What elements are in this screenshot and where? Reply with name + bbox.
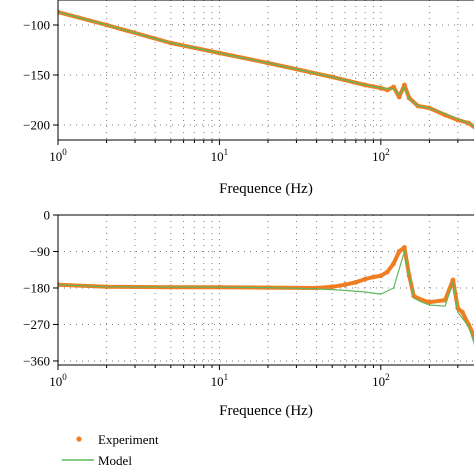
x-tick-label: 100 <box>49 372 67 389</box>
x-tick-label: 102 <box>372 147 390 164</box>
magnitude-series <box>58 9 474 130</box>
experiment-point <box>391 261 396 266</box>
magnitude-grid <box>58 0 474 140</box>
experiment-point <box>460 309 465 315</box>
legend-experiment-label: Experiment <box>98 432 159 447</box>
experiment-point <box>378 273 384 279</box>
x-tick-label: 100 <box>49 147 67 164</box>
experiment-point <box>396 94 402 100</box>
magnitude-y-ticks: −100 −150 −200 <box>23 18 58 133</box>
experiment-point <box>362 276 368 282</box>
legend: Experiment Model <box>62 432 159 468</box>
x-tick-label: 101 <box>211 147 229 164</box>
magnitude-panel: −100 −150 −200 100 101 102 Frequence (Hz) <box>23 0 474 197</box>
y-tick-label: −180 <box>23 280 50 295</box>
magnitude-x-ticks: 100 101 102 <box>49 140 459 164</box>
model-series <box>58 11 474 128</box>
experiment-point <box>396 249 402 254</box>
y-tick-label: −200 <box>23 118 50 133</box>
y-tick-label: −270 <box>23 317 50 332</box>
experiment-point <box>402 245 407 250</box>
magnitude-axes-frame <box>57 0 474 141</box>
model-series <box>58 250 474 345</box>
experiment-point <box>385 269 390 275</box>
legend-item-model: Model <box>62 453 132 468</box>
phase-x-ticks: 100 101 102 <box>49 365 459 389</box>
experiment-point <box>314 285 319 291</box>
experiment-point <box>353 279 359 285</box>
magnitude-x-axis-label: Frequence (Hz) <box>219 181 313 197</box>
y-tick-label: −90 <box>30 244 50 259</box>
experiment-point <box>427 299 432 305</box>
legend-experiment-marker <box>76 436 82 442</box>
series-group <box>58 9 474 130</box>
phase-series <box>58 245 474 346</box>
phase-x-axis-label: Frequence (Hz) <box>219 403 313 419</box>
legend-item-experiment: Experiment <box>76 432 159 447</box>
x-tick-label: 102 <box>372 372 390 389</box>
phase-y-ticks: 0 −90 −180 −270 −360 <box>23 208 58 368</box>
experiment-point <box>402 82 407 88</box>
phase-panel: 0 −90 −180 −270 −360 100 101 102 Frequence (Hz… <box>23 208 474 419</box>
legend-model-label: Model <box>98 453 132 468</box>
x-tick-label: 101 <box>211 372 229 389</box>
y-tick-label: −100 <box>23 18 50 33</box>
experiment-point <box>371 274 376 280</box>
y-tick-label: −150 <box>23 68 50 83</box>
experiment-point <box>450 277 456 283</box>
experiment-series <box>58 245 474 346</box>
experiment-point <box>391 84 396 90</box>
y-tick-label: 0 <box>44 208 51 223</box>
experiment-series <box>58 10 474 130</box>
experiment-point <box>342 282 348 288</box>
series-group <box>58 245 474 346</box>
experiment-point <box>329 284 335 290</box>
y-tick-label: −360 <box>23 353 50 368</box>
